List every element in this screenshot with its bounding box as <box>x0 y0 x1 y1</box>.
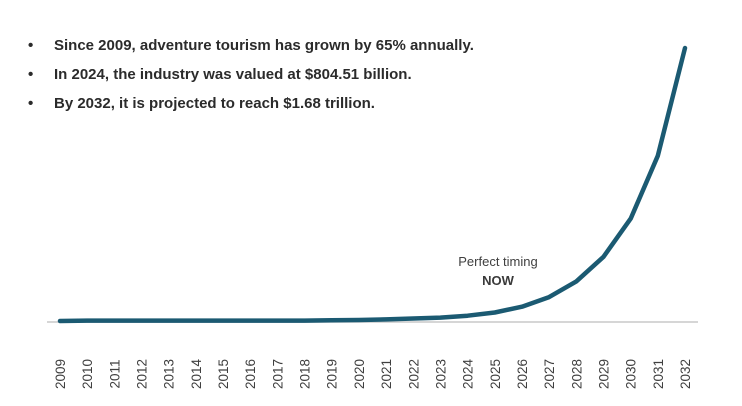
x-tick-label: 2015 <box>216 359 231 389</box>
x-tick-label: 2031 <box>651 359 666 389</box>
x-tick-label: 2029 <box>596 359 611 389</box>
x-tick-label: 2023 <box>433 359 448 389</box>
x-tick-label: 2013 <box>162 359 177 389</box>
bullet-item: • In 2024, the industry was valued at $80… <box>28 65 474 94</box>
x-tick-label: 2017 <box>270 359 285 389</box>
bullet-item: • Since 2009, adventure tourism has grown… <box>28 36 474 65</box>
x-tick-label: 2020 <box>352 359 367 389</box>
x-tick-label: 2016 <box>243 359 258 389</box>
x-tick-label: 2011 <box>107 359 122 388</box>
bullet-text: In 2024, the industry was valued at $804… <box>54 66 412 83</box>
x-tick-label: 2012 <box>135 359 150 389</box>
x-tick-label: 2022 <box>406 359 421 389</box>
x-tick-label: 2019 <box>325 359 340 389</box>
bullet-list: • Since 2009, adventure tourism has grown… <box>28 36 474 123</box>
x-tick-label: 2027 <box>542 359 557 389</box>
bullet-glyph: • <box>28 37 34 54</box>
x-tick-label: 2032 <box>678 359 693 389</box>
bullet-text: Since 2009, adventure tourism has grown … <box>54 37 474 54</box>
x-tick-label: 2030 <box>624 359 639 389</box>
x-tick-label: 2021 <box>379 359 394 389</box>
x-tick-label: 2028 <box>569 359 584 389</box>
annotation-perfect-timing: Perfect timing <box>458 254 537 269</box>
series-line <box>57 45 688 324</box>
bullet-glyph: • <box>28 95 34 112</box>
bullet-glyph: • <box>28 66 34 83</box>
x-tick-label: 2026 <box>515 359 530 389</box>
bullet-text: By 2032, it is projected to reach $1.68 … <box>54 95 375 112</box>
bullet-item: • By 2032, it is projected to reach $1.68… <box>28 94 474 123</box>
x-tick-label: 2010 <box>80 359 95 389</box>
x-tick-labels: 2009 2010 2011 2012 2013 2014 2015 2016 2017 2018… <box>53 358 693 389</box>
x-tick-label: 2009 <box>53 359 68 389</box>
x-tick-label: 2025 <box>488 359 503 389</box>
x-tick-label: 2014 <box>189 358 204 389</box>
x-tick-label: 2024 <box>461 358 476 389</box>
annotation-now: NOW <box>482 273 515 288</box>
x-tick-label: 2018 <box>298 359 313 389</box>
